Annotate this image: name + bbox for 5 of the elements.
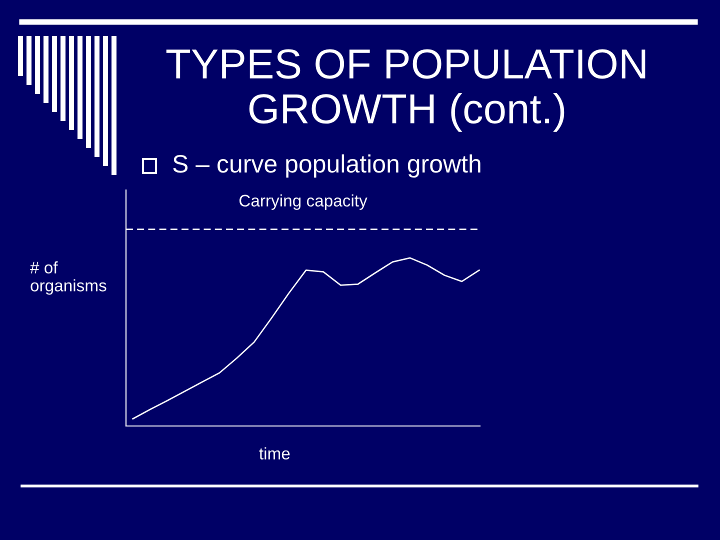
chart-title: TYPES OF POPULATION GROWTH (cont.) <box>166 49 646 132</box>
x-axis-title: time <box>259 447 290 460</box>
chart-subtitle: S – curve population growth <box>173 154 480 178</box>
y-axis-title: # of organisms <box>30 261 106 295</box>
ref-line-label: Carrying capacity <box>239 194 368 210</box>
